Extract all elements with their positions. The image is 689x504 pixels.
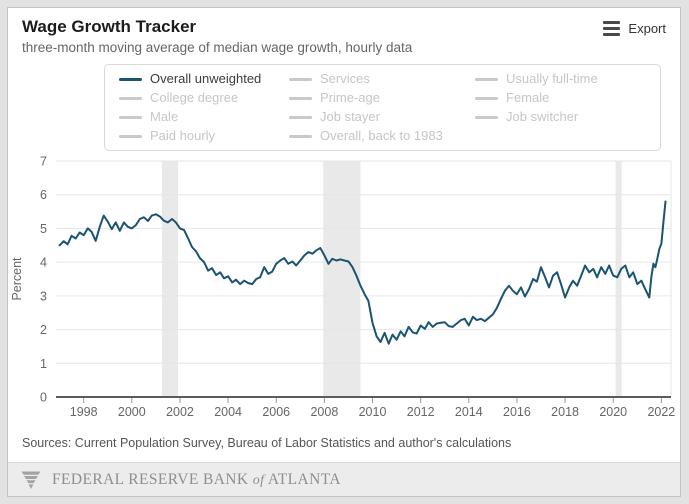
y-axis-tick-label: 0: [40, 391, 47, 405]
legend-item-prime-age[interactable]: Prime-age: [289, 90, 475, 106]
legend-line-swatch: [475, 115, 498, 119]
legend-line-swatch: [289, 134, 312, 138]
x-axis-tick-label: 2022: [647, 405, 675, 418]
y-axis-tick-label: 2: [40, 323, 47, 337]
legend-item-label: Job stayer: [320, 109, 380, 124]
legend-item-male[interactable]: Male: [119, 109, 289, 125]
x-axis-tick-label: 2006: [262, 405, 290, 418]
page-title: Wage Growth Tracker: [22, 17, 197, 36]
export-button-label: Export: [628, 21, 666, 36]
legend-item-college-degree[interactable]: College degree: [119, 90, 289, 106]
y-axis-tick-label: 3: [40, 289, 47, 303]
legend-line-swatch: [289, 77, 312, 81]
legend-item-paid-hourly[interactable]: Paid hourly: [119, 128, 289, 144]
legend-item-label: Male: [150, 109, 179, 124]
legend-line-swatch: [119, 77, 142, 81]
chart-legend: Overall unweighted Services Usually full-t…: [104, 64, 661, 151]
bank-name: FEDERAL RESERVE BANK of ATLANTA: [52, 470, 341, 488]
legend-item-label: Overall, back to 1983: [320, 128, 443, 143]
legend-item-label: Services: [320, 71, 370, 86]
sources-note: Sources: Current Population Survey, Bure…: [22, 436, 512, 450]
x-axis-tick-label: 2000: [118, 405, 146, 418]
legend-item-job-switcher[interactable]: Job switcher: [475, 109, 660, 125]
legend-line-swatch: [289, 96, 312, 100]
y-axis-tick-label: 4: [40, 256, 47, 270]
x-axis-tick-label: 2016: [503, 405, 531, 418]
legend-item-label: Overall unweighted: [150, 71, 262, 86]
eagle-icon: [19, 468, 43, 492]
x-axis-tick-label: 2014: [455, 405, 483, 418]
page-subtitle: three-month moving average of median wag…: [22, 40, 413, 55]
recession-band: [161, 161, 179, 397]
legend-item-label: Paid hourly: [150, 128, 216, 143]
x-axis-tick-label: 2002: [166, 405, 194, 418]
x-axis-tick-label: 2008: [310, 405, 338, 418]
legend-item-job-stayer[interactable]: Job stayer: [289, 109, 475, 125]
y-axis-title: Percent: [10, 257, 24, 301]
x-axis-tick-label: 2020: [599, 405, 627, 418]
recession-band: [323, 161, 361, 397]
x-axis-tick-label: 2018: [551, 405, 579, 418]
legend-item-overall-back-to-1983[interactable]: Overall, back to 1983: [289, 128, 475, 144]
x-axis-tick-label: 2010: [359, 405, 387, 418]
legend-line-swatch: [289, 115, 312, 119]
legend-line-swatch: [119, 96, 142, 100]
y-axis-tick-label: 1: [40, 357, 47, 371]
x-axis-tick-label: 2012: [407, 405, 435, 418]
footer-bar: FEDERAL RESERVE BANK of ATLANTA: [8, 462, 680, 496]
chart-area: 0 1 2 3 4 5 6 7 1998 2000 2002 2004 2006 2008 2010 2012…: [8, 155, 680, 423]
menu-icon: [603, 21, 621, 36]
series-overall-unweighted-line: [58, 200, 667, 345]
legend-item-label: College degree: [150, 90, 239, 105]
wage-growth-tracker-card: Wage Growth Tracker three-month moving a…: [7, 7, 681, 497]
y-axis-tick-label: 6: [40, 188, 47, 202]
x-axis-tick-label: 2004: [214, 405, 242, 418]
legend-item-label: Prime-age: [320, 90, 380, 105]
header: Wage Growth Tracker three-month moving a…: [8, 8, 680, 56]
legend-line-swatch: [475, 77, 498, 81]
legend-item-female[interactable]: Female: [475, 90, 660, 106]
legend-item-usually-full-time[interactable]: Usually full-time: [475, 71, 660, 87]
y-axis-tick-label: 5: [40, 222, 47, 236]
legend-line-swatch: [119, 134, 142, 138]
legend-item-label: Job switcher: [506, 109, 579, 124]
export-button[interactable]: Export: [601, 17, 668, 40]
x-axis-tick-label: 1998: [70, 405, 98, 418]
wage-growth-chart-svg: 0 1 2 3 4 5 6 7 1998 2000 2002 2004 2006 2008 2010 2012…: [10, 155, 675, 420]
legend-line-swatch: [475, 96, 498, 100]
recession-band: [615, 161, 622, 397]
legend-item-services[interactable]: Services: [289, 71, 475, 87]
legend-item-label: Usually full-time: [506, 71, 598, 86]
legend-item-label: Female: [506, 90, 550, 105]
legend-line-swatch: [119, 115, 142, 119]
legend-item-overall-unweighted[interactable]: Overall unweighted: [119, 71, 289, 87]
y-axis-tick-label: 7: [40, 156, 47, 169]
